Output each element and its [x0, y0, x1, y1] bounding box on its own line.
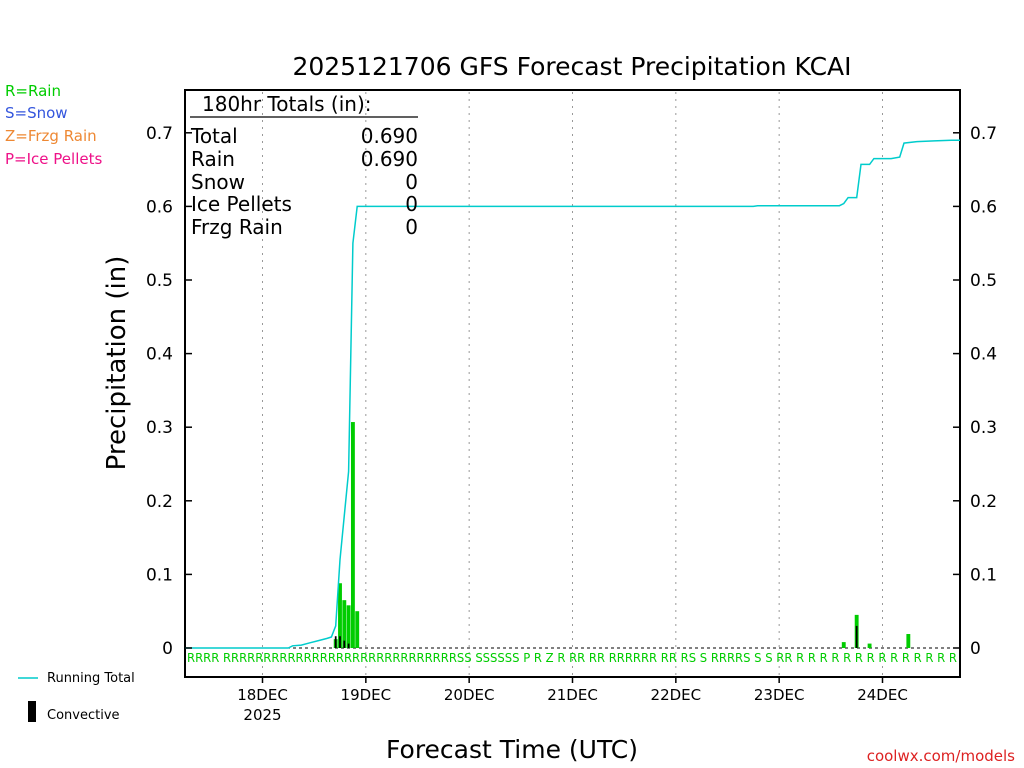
x-tick-label: 21DEC — [547, 686, 598, 704]
x-tick-label: 24DEC — [857, 686, 908, 704]
y-axis-label: Precipitation (in) — [102, 256, 132, 471]
convective-bar — [334, 636, 337, 648]
x-tick-label: 23DEC — [754, 686, 805, 704]
precip-bar — [906, 634, 911, 648]
totals-rain-value: 0.690 — [361, 147, 418, 171]
x-axis-label: Forecast Time (UTC) — [386, 735, 638, 764]
totals-frzg-label: Frzg Rain — [191, 215, 283, 239]
grid-lines — [185, 92, 960, 675]
totals-total-label: Total — [190, 124, 238, 148]
legend-ice-pellets: P=Ice Pellets — [5, 150, 102, 168]
y-tick-label-left: 0.3 — [146, 418, 173, 438]
bar-series — [333, 422, 911, 648]
totals-snow-label: Snow — [191, 170, 245, 194]
y-tick-label-right: 0.1 — [970, 565, 997, 585]
y-tick-label-left: 0.5 — [146, 271, 173, 291]
y-axis-ticks: 0 00.1 0.10.2 0.20.3 0.30.4 0.40.5 0.50.6 0.60.… — [146, 124, 997, 659]
y-tick-label-left: 0 — [162, 639, 173, 659]
totals-snow-value: 0 — [405, 170, 418, 194]
y-tick-label-right: 0.4 — [970, 345, 997, 365]
totals-ice-label: Ice Pellets — [191, 192, 292, 216]
x-tick-label: 20DEC — [444, 686, 495, 704]
convective-bar — [343, 640, 346, 648]
legend-rain: R=Rain — [5, 82, 61, 100]
totals-rain-label: Rain — [191, 147, 235, 171]
y-tick-label-right: 0.6 — [970, 197, 997, 217]
totals-total-value: 0.690 — [361, 124, 418, 148]
convective-bar — [339, 636, 341, 648]
y-tick-label-left: 0.6 — [146, 197, 173, 217]
precip-bar — [338, 583, 342, 648]
legend-snow: S=Snow — [5, 104, 68, 122]
running-total-legend-label: Running Total — [47, 671, 135, 686]
precip-type-row: RRRR RRRRRRRRRRRRRRRRRRRRRRRRRRRRRSS SSS… — [187, 650, 957, 665]
x-tick-sublabel: 2025 — [243, 706, 281, 724]
convective-series — [334, 625, 858, 648]
precip-bar — [346, 605, 351, 648]
precip-bar — [841, 642, 846, 648]
totals-title: 180hr Totals (in): — [202, 92, 372, 116]
y-tick-label-right: 0.3 — [970, 418, 997, 438]
precip-bar — [355, 611, 360, 648]
totals-box: 180hr Totals (in): Total 0.690 Rain 0.69… — [190, 92, 418, 239]
precip-bar — [342, 600, 347, 648]
precip-bar — [350, 422, 355, 648]
x-tick-label: 19DEC — [341, 686, 392, 704]
y-tick-label-right: 0 — [970, 639, 981, 659]
running-total-line — [185, 139, 960, 649]
y-tick-label-left: 0.4 — [146, 345, 173, 365]
chart-title: 2025121706 GFS Forecast Precipitation KC… — [292, 52, 851, 81]
legend-frzg-rain: Z=Frzg Rain — [5, 127, 97, 145]
credit-text: coolwx.com/models — [867, 747, 1015, 765]
y-tick-label-left: 0.2 — [146, 492, 173, 512]
precip-bar — [867, 643, 872, 648]
x-axis-ticks: 18DEC 2025 19DEC 20DEC 21DEC 22DEC 23DEC 24DEC — [237, 677, 908, 724]
y-tick-label-left: 0.7 — [146, 124, 173, 144]
y-tick-label-right: 0.2 — [970, 492, 997, 512]
convective-legend-label: Convective — [47, 708, 120, 723]
y-tick-label-left: 0.1 — [146, 565, 173, 585]
convective-bar — [855, 625, 858, 648]
convective-bar — [347, 643, 350, 648]
totals-ice-value: 0 — [405, 192, 418, 216]
y-tick-label-right: 0.7 — [970, 124, 997, 144]
totals-frzg-value: 0 — [405, 215, 418, 239]
x-tick-label: 22DEC — [651, 686, 702, 704]
plot-frame — [184, 89, 961, 678]
y-tick-label-right: 0.5 — [970, 271, 997, 291]
x-tick-label: 18DEC — [237, 686, 288, 704]
convective-legend-swatch — [28, 701, 36, 722]
